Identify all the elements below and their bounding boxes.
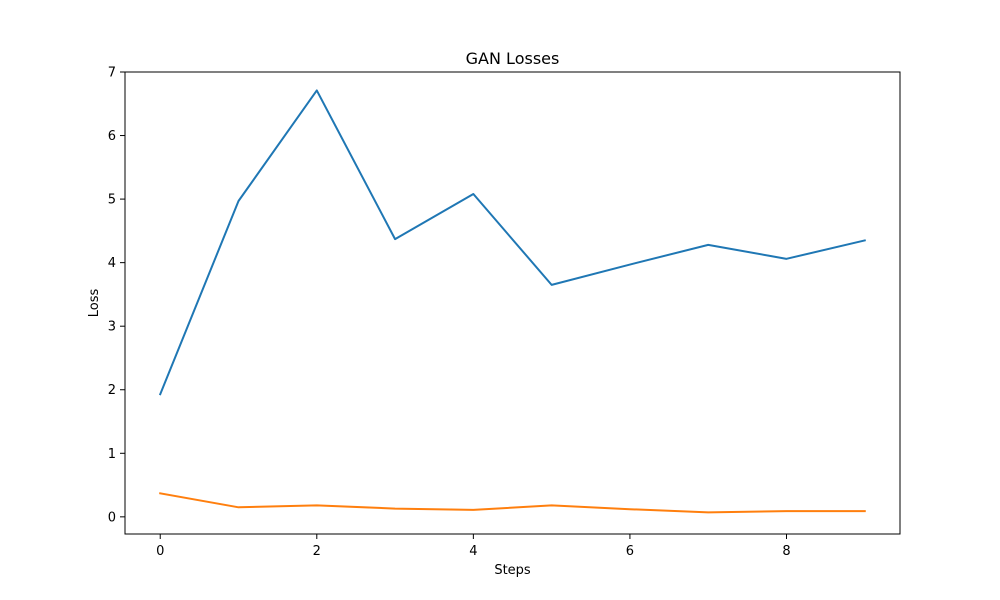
y-tick-label: 3 [108, 320, 116, 335]
x-axis-label: Steps [494, 563, 531, 578]
y-axis: 0 1 2 3 4 5 6 7 [108, 66, 125, 525]
x-tick-label: 0 [156, 544, 164, 559]
series-line-2 [159, 492, 866, 514]
y-tick-label: 0 [108, 510, 116, 525]
chart-title: GAN Losses [466, 49, 560, 68]
y-tick-label: 7 [108, 66, 116, 81]
series-layer [158, 89, 866, 514]
y-tick-label: 2 [108, 383, 116, 398]
x-axis: 0 2 4 6 8 [156, 534, 791, 559]
x-tick-label: 4 [469, 544, 477, 559]
x-tick-label: 6 [626, 544, 634, 559]
x-tick-label: 2 [313, 544, 321, 559]
series-line-1 [158, 89, 866, 396]
y-axis-label: Loss [87, 289, 102, 318]
y-tick-label: 6 [108, 129, 116, 144]
y-tick-label: 4 [108, 256, 116, 271]
plot-area-frame [124, 71, 901, 535]
y-tick-label: 5 [108, 193, 116, 208]
x-tick-label: 8 [782, 544, 790, 559]
y-tick-label: 1 [108, 447, 116, 462]
